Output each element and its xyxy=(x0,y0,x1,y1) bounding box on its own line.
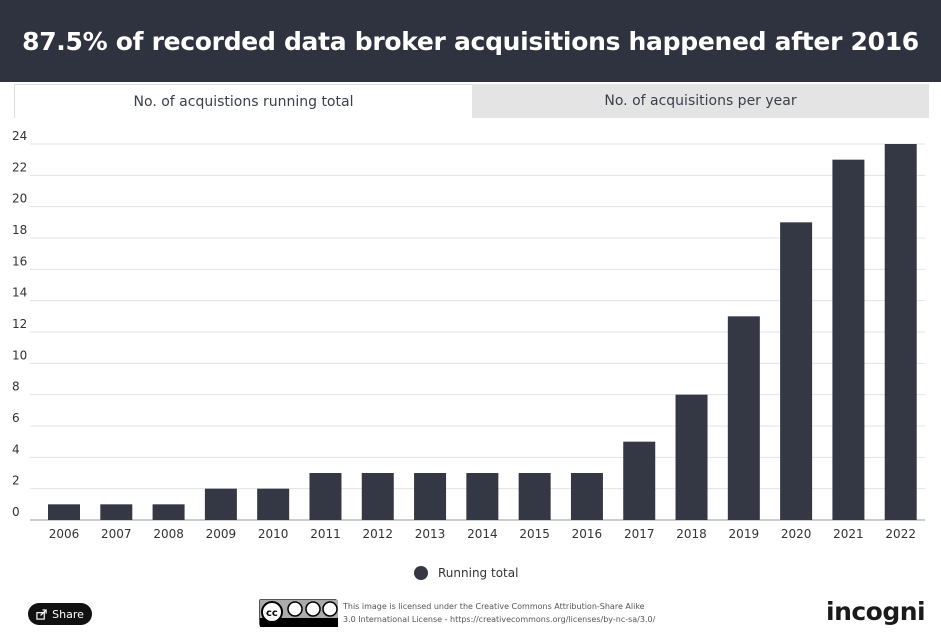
license-line-2[interactable]: 3.0 International License - https://crea… xyxy=(343,615,656,624)
share-icon xyxy=(36,608,47,620)
bar-2012[interactable] xyxy=(361,473,394,520)
bar-2015[interactable] xyxy=(518,473,551,520)
chart-tabs: No. of acquistions running total No. of … xyxy=(14,84,929,118)
x-tick-label: 2009 xyxy=(206,527,237,541)
x-tick-label: 2019 xyxy=(729,527,760,541)
cc-logo-icon: cc xyxy=(260,600,338,627)
y-tick-label: 10 xyxy=(12,348,27,362)
x-tick-label: 2018 xyxy=(676,527,707,541)
y-tick-label: 8 xyxy=(12,380,20,394)
x-tick-label: 2022 xyxy=(885,527,916,541)
tab-running-total-label: No. of acquistions running total xyxy=(133,93,354,110)
license-text: This image is licensed under the Creativ… xyxy=(343,600,703,626)
x-tick-label: 2016 xyxy=(572,527,603,541)
cc-license-badge: cc xyxy=(259,599,338,627)
x-tick-label: 2006 xyxy=(49,527,80,541)
bar-2007[interactable] xyxy=(100,504,133,520)
bar-2008[interactable] xyxy=(152,504,185,520)
y-tick-label: 18 xyxy=(12,223,27,237)
y-tick-label: 2 xyxy=(12,474,20,488)
y-tick-label: 4 xyxy=(12,442,20,456)
bar-2018[interactable] xyxy=(675,394,708,520)
y-tick-label: 22 xyxy=(12,160,27,174)
bar-2017[interactable] xyxy=(623,441,656,520)
bar-2022[interactable] xyxy=(884,144,917,520)
y-tick-label: 0 xyxy=(12,505,20,519)
share-button[interactable]: Share xyxy=(28,603,92,625)
brand-logo: incogni xyxy=(826,597,926,626)
x-tick-label: 2011 xyxy=(310,527,341,541)
bar-2010[interactable] xyxy=(257,488,290,520)
x-tick-label: 2020 xyxy=(781,527,812,541)
page-title: 87.5% of recorded data broker acquisitio… xyxy=(22,26,919,56)
legend-swatch xyxy=(414,566,428,580)
tab-per-year-label: No. of acquisitions per year xyxy=(604,93,797,109)
x-tick-label: 2013 xyxy=(415,527,446,541)
x-tick-label: 2017 xyxy=(624,527,655,541)
x-tick-label: 2015 xyxy=(519,527,550,541)
header-banner: 87.5% of recorded data broker acquisitio… xyxy=(0,0,941,82)
y-tick-label: 14 xyxy=(12,286,27,300)
x-tick-label: 2014 xyxy=(467,527,498,541)
tab-per-year[interactable]: No. of acquisitions per year xyxy=(472,84,929,118)
bar-2013[interactable] xyxy=(414,473,447,520)
x-tick-label: 2007 xyxy=(101,527,132,541)
y-tick-label: 24 xyxy=(12,130,27,143)
y-tick-label: 12 xyxy=(12,317,27,331)
x-tick-label: 2010 xyxy=(258,527,289,541)
share-label: Share xyxy=(52,607,84,621)
license-line-1: This image is licensed under the Creativ… xyxy=(343,602,645,611)
x-tick-label: 2021 xyxy=(833,527,864,541)
y-tick-label: 6 xyxy=(12,411,20,425)
bar-2011[interactable] xyxy=(309,473,342,520)
x-tick-label: 2012 xyxy=(362,527,393,541)
bar-2006[interactable] xyxy=(48,504,80,520)
bar-2009[interactable] xyxy=(204,488,237,520)
bar-2021[interactable] xyxy=(832,159,865,520)
bar-2014[interactable] xyxy=(466,473,499,520)
svg-text:cc: cc xyxy=(266,608,278,619)
bar-2016[interactable] xyxy=(570,473,603,520)
tab-running-total[interactable]: No. of acquistions running total xyxy=(14,84,472,118)
bar-2019[interactable] xyxy=(727,316,760,520)
bar-2020[interactable] xyxy=(780,222,813,520)
x-tick-label: 2008 xyxy=(153,527,184,541)
y-tick-label: 16 xyxy=(12,254,27,268)
legend[interactable]: Running total xyxy=(414,562,518,584)
legend-label: Running total xyxy=(438,566,519,580)
y-tick-label: 20 xyxy=(12,192,27,206)
